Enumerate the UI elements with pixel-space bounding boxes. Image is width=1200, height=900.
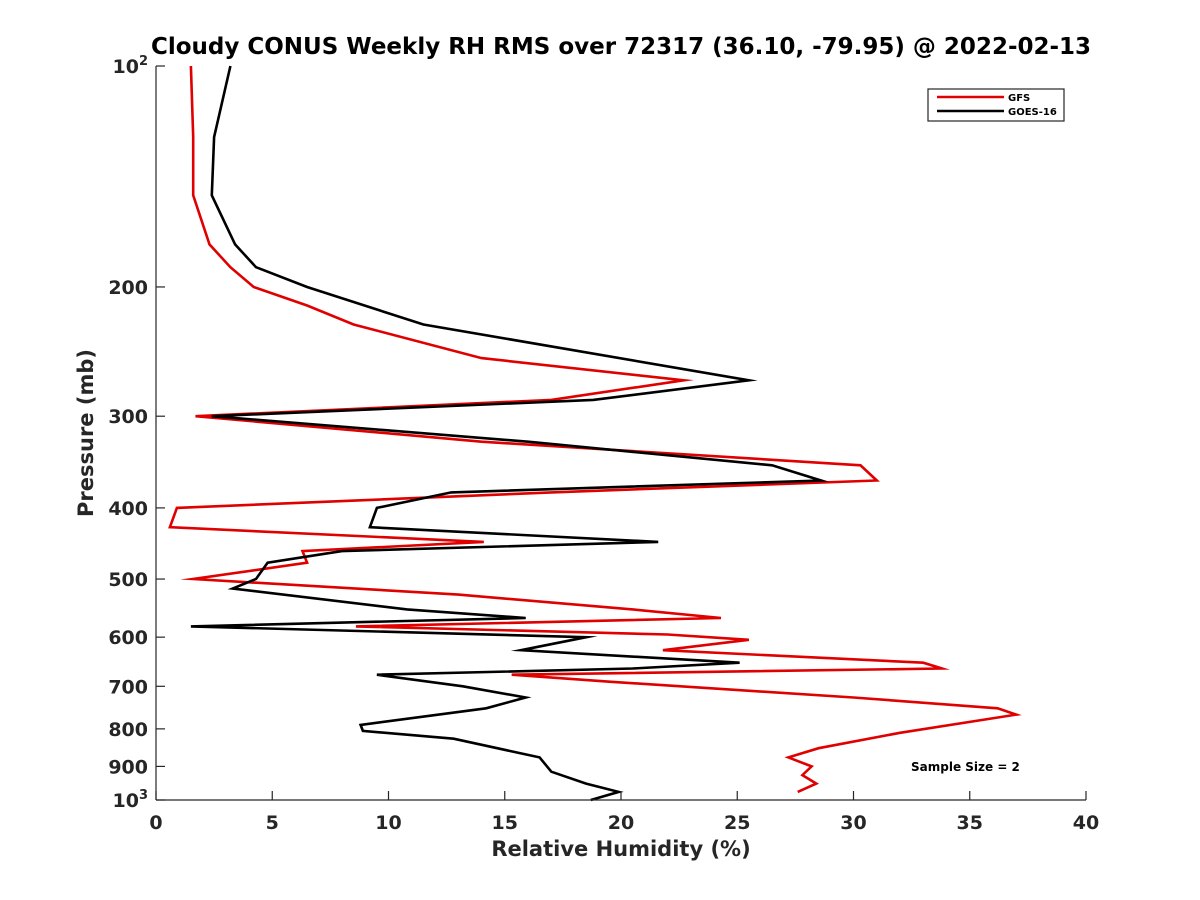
y-tick-label: 102 bbox=[113, 54, 149, 78]
plot-area bbox=[156, 66, 1086, 800]
y-axis-label: Pressure (mb) bbox=[74, 349, 98, 517]
y-tick-label-exponent: 2 bbox=[139, 54, 148, 69]
y-tick-label: 900 bbox=[108, 756, 148, 778]
y-tick-label: 400 bbox=[108, 498, 148, 520]
x-ticks: 0 5 10 15 20 25 30 35 40 bbox=[149, 791, 1099, 834]
sample-size-annotation: Sample Size = 2 bbox=[911, 760, 1020, 774]
y-tick-label-base: 800 bbox=[108, 719, 148, 741]
y-tick-label-exponent: 3 bbox=[139, 788, 148, 803]
series-line-goes-16 bbox=[190, 65, 829, 802]
y-tick-label: 103 bbox=[113, 788, 149, 812]
y-tick-label: 300 bbox=[108, 406, 148, 428]
x-tick-label: 10 bbox=[375, 812, 401, 834]
chart-title: Cloudy CONUS Weekly RH RMS over 72317 (3… bbox=[151, 34, 1091, 60]
y-tick-label: 700 bbox=[108, 676, 148, 698]
legend-label-gfs: GFS bbox=[1008, 93, 1030, 104]
x-tick-label: 5 bbox=[266, 812, 279, 834]
y-tick-label: 600 bbox=[108, 627, 148, 649]
y-tick-label-base: 10 bbox=[113, 790, 139, 812]
y-tick-label-base: 10 bbox=[113, 56, 139, 78]
x-tick-label: 30 bbox=[840, 812, 866, 834]
y-tick-label: 200 bbox=[108, 277, 148, 299]
legend: GFS GOES-16 bbox=[927, 88, 1065, 122]
axes-background bbox=[156, 66, 1086, 800]
y-tick-label-base: 700 bbox=[108, 676, 148, 698]
y-tick-label-base: 400 bbox=[108, 498, 148, 520]
legend-label-goes-16: GOES-16 bbox=[1008, 107, 1057, 118]
x-tick-label: 35 bbox=[957, 812, 983, 834]
y-tick-label-base: 300 bbox=[108, 406, 148, 428]
y-tick-label: 800 bbox=[108, 719, 148, 741]
x-tick-label: 40 bbox=[1073, 812, 1099, 834]
x-tick-label: 25 bbox=[724, 812, 750, 834]
y-tick-label-base: 600 bbox=[108, 627, 148, 649]
y-tick-label-base: 900 bbox=[108, 756, 148, 778]
y-tick-label-base: 500 bbox=[108, 569, 148, 591]
y-tick-label: 500 bbox=[108, 569, 148, 591]
series-line-gfs bbox=[168, 65, 1022, 794]
x-tick-label: 20 bbox=[608, 812, 634, 834]
legend-box bbox=[927, 88, 1065, 122]
x-tick-label: 15 bbox=[492, 812, 518, 834]
x-axis-label: Relative Humidity (%) bbox=[491, 837, 750, 861]
x-tick-label: 0 bbox=[149, 812, 162, 834]
series-layer bbox=[168, 65, 1022, 802]
y-tick-label-base: 200 bbox=[108, 277, 148, 299]
